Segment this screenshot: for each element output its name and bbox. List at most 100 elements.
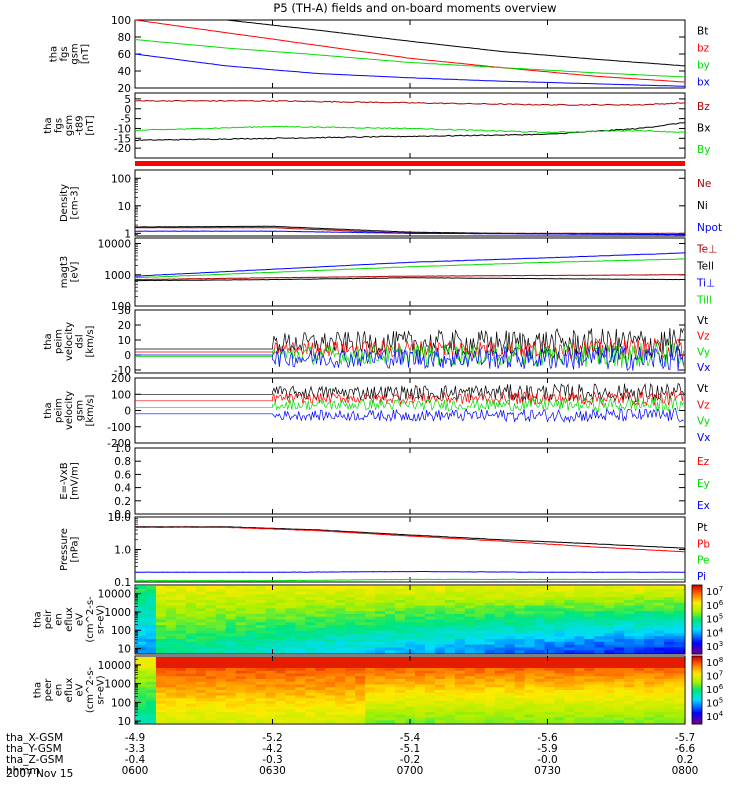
heatmap-cell [574, 647, 585, 651]
heatmap-cell [195, 605, 207, 609]
heatmap-cell [434, 633, 446, 637]
heatmap-cell [464, 641, 476, 646]
heatmap-cell [335, 647, 346, 651]
heatmap-cell [355, 619, 366, 623]
heatmap-cell [554, 695, 566, 699]
heatmap-cell [554, 608, 566, 612]
heatmap-cell [215, 690, 227, 694]
heatmap-cell [654, 692, 665, 697]
heatmap-cell [225, 695, 237, 699]
heatmap-cell [584, 717, 595, 721]
heatmap-cell [165, 622, 177, 626]
heatmap-cell [285, 709, 297, 713]
heatmap-cell [554, 684, 566, 688]
series-line-Vz [135, 390, 684, 406]
heatmap-cell [335, 709, 346, 713]
heatmap-cell [325, 709, 336, 713]
heatmap-cell [434, 616, 446, 621]
heatmap-cell [624, 712, 635, 716]
heatmap-cell [414, 706, 426, 710]
heatmap-cell [365, 687, 376, 691]
heatmap-cell [414, 720, 426, 724]
heatmap-cell [454, 714, 466, 719]
heatmap-cell [136, 616, 147, 621]
ephemeris-value: 0730 [534, 765, 561, 777]
heatmap-cell [185, 659, 197, 664]
heatmap-cell [434, 684, 446, 688]
heatmap-cell [245, 647, 257, 651]
heatmap-cell [165, 605, 177, 609]
heatmap-cell [594, 703, 605, 708]
heatmap-cell [654, 684, 665, 688]
heatmap-cell [554, 591, 566, 595]
heatmap-cell [365, 619, 376, 623]
heatmap-cell [355, 627, 366, 632]
heatmap-cell [305, 605, 316, 609]
heatmap-cell [385, 668, 396, 672]
heatmap-cell [544, 692, 556, 697]
heatmap-cell [385, 647, 396, 651]
heatmap-cell [355, 662, 366, 666]
colorbar-cell [692, 693, 702, 696]
heatmap-cell [554, 668, 566, 672]
heatmap-cell [255, 594, 267, 598]
heatmap-cell [235, 720, 247, 724]
heatmap-cell [395, 687, 406, 691]
heatmap-cell [434, 599, 446, 604]
heatmap-cell [365, 599, 376, 604]
heatmap-cell [654, 706, 665, 710]
heatmap-cell [504, 619, 516, 623]
heatmap-cell [235, 709, 247, 713]
heatmap-cell [375, 695, 386, 699]
heatmap-cell [295, 625, 306, 629]
heatmap-cell [165, 611, 177, 615]
heatmap-cell [155, 670, 167, 675]
heatmap-cell [594, 591, 605, 595]
panel-frame [134, 309, 686, 374]
heatmap-cell [654, 636, 665, 640]
heatmap-cell [195, 703, 207, 708]
heatmap-cell [315, 599, 326, 604]
heatmap-cell [285, 676, 297, 680]
colorbar-label: 108 [706, 656, 723, 669]
heatmap-cell [484, 670, 496, 675]
heatmap-cell [444, 681, 456, 686]
heatmap-cell [654, 657, 665, 661]
heatmap-cell [235, 692, 247, 697]
heatmap-cell [614, 622, 625, 626]
heatmap-cell [604, 714, 615, 719]
heatmap-cell [484, 720, 496, 724]
heatmap-cell [285, 670, 297, 675]
heatmap-cell [494, 665, 506, 669]
heatmap-cell [365, 709, 376, 713]
heatmap-cell [365, 703, 376, 708]
heatmap-cell [624, 720, 635, 724]
y-axis-label: [cm-3] [69, 186, 80, 219]
heatmap-cell [604, 602, 615, 607]
heatmap-cell [285, 712, 297, 716]
heatmap-cell [155, 690, 167, 694]
heatmap-cell [584, 698, 595, 702]
heatmap-cell [604, 698, 615, 702]
heatmap-cell [664, 608, 675, 612]
heatmap-cell [265, 717, 277, 721]
heatmap-cell [375, 630, 386, 635]
heatmap-cell [554, 698, 566, 702]
heatmap-cell [494, 692, 506, 697]
heatmap-cell [345, 698, 356, 702]
heatmap-cell [634, 613, 645, 618]
heatmap-cell [564, 668, 575, 672]
heatmap-cell [464, 602, 476, 607]
heatmap-cell [674, 701, 685, 705]
heatmap-cell [295, 650, 306, 654]
heatmap-cell [365, 681, 376, 686]
colorbar-cell [692, 602, 702, 605]
heatmap-cell [664, 659, 675, 664]
heatmap-cell [235, 599, 247, 604]
heatmap-cell [594, 665, 605, 669]
heatmap-cell [544, 665, 556, 669]
heatmap-cell [405, 608, 416, 612]
heatmap-cell [375, 714, 386, 719]
y-axis-label: [km/s] [85, 325, 96, 357]
heatmap-cell [315, 665, 326, 669]
